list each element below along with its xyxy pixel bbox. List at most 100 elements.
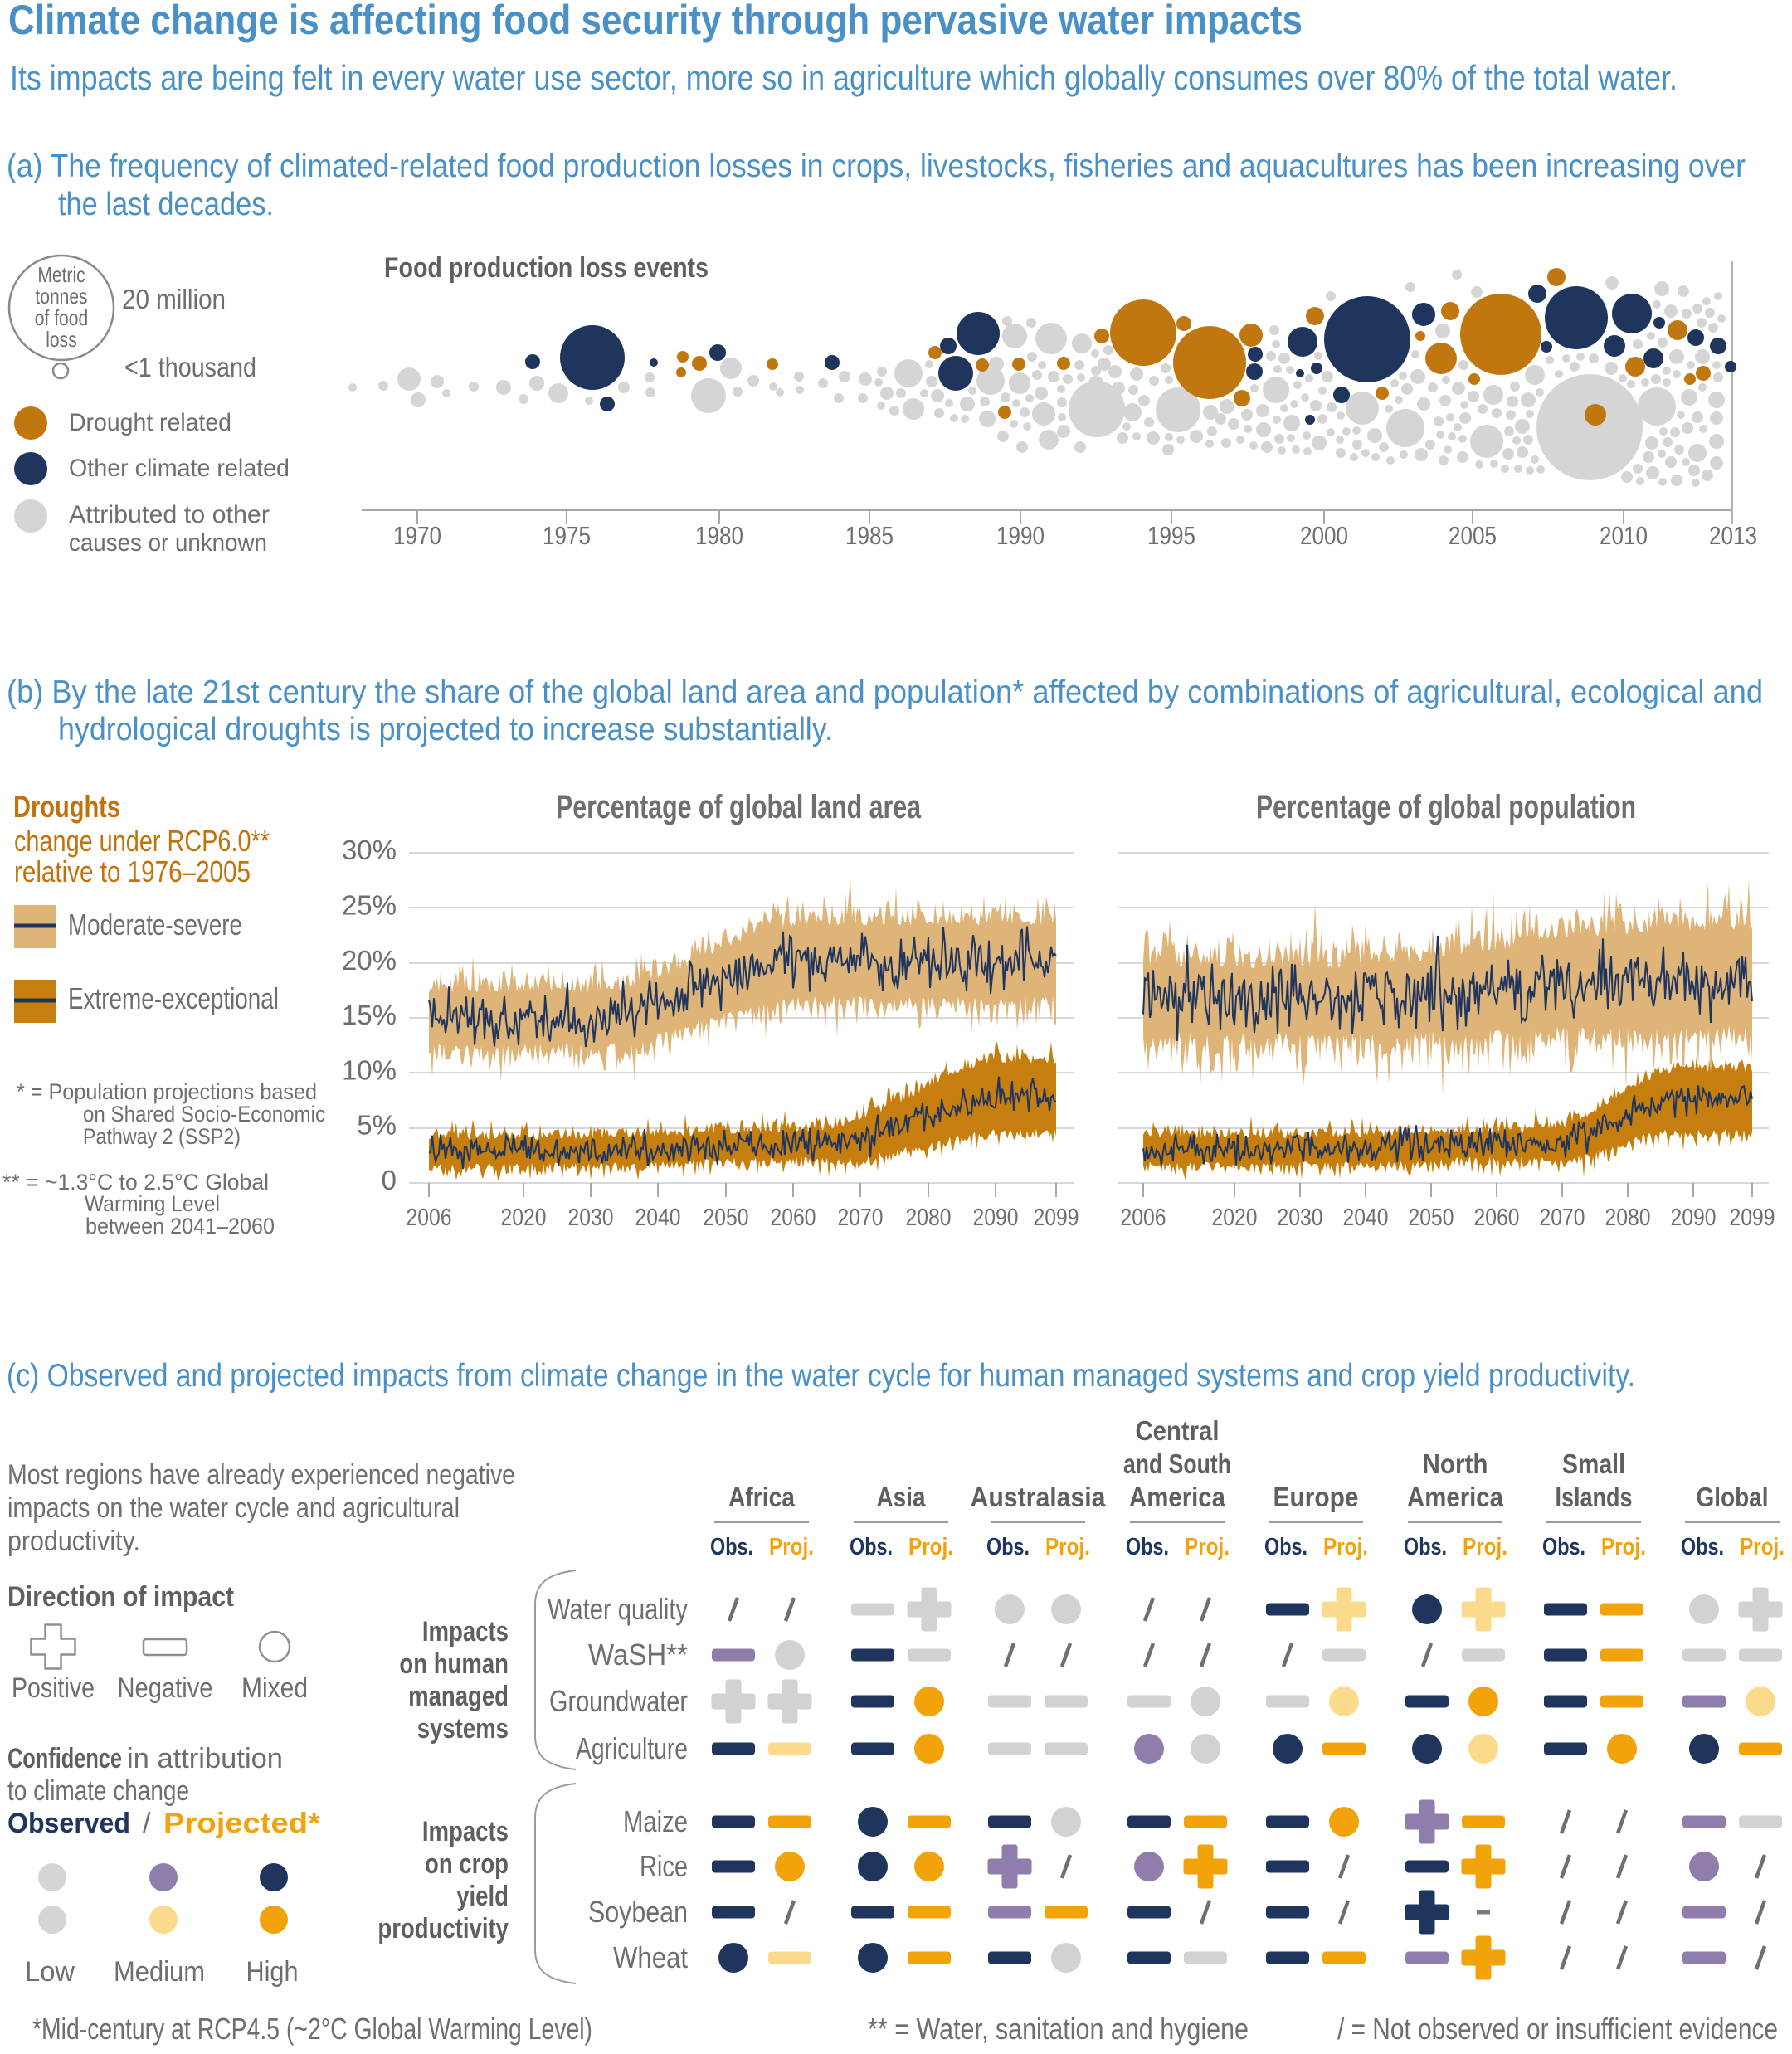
svg-text:25%: 25% [342, 890, 397, 921]
svg-text:Obs.: Obs. [710, 1534, 753, 1560]
svg-text:Maize: Maize [623, 1804, 688, 1838]
svg-text:Proj.: Proj. [1185, 1534, 1230, 1560]
svg-text:Small: Small [1562, 1448, 1625, 1479]
svg-text:2060: 2060 [771, 1205, 816, 1231]
svg-text:1995: 1995 [1147, 521, 1195, 550]
svg-text:2099: 2099 [1730, 1205, 1775, 1231]
svg-text:Europe: Europe [1273, 1482, 1359, 1512]
svg-text:loss: loss [46, 327, 77, 352]
svg-text:/ = Not observed or insufficie: / = Not observed or insufficient evidenc… [1337, 2012, 1778, 2046]
svg-text:America: America [1407, 1482, 1504, 1512]
svg-text:Direction of impact: Direction of impact [7, 1581, 234, 1613]
svg-text:Obs.: Obs. [1404, 1534, 1447, 1560]
svg-text:Projected*: Projected* [163, 1808, 321, 1839]
svg-text:change under RCP6.0**: change under RCP6.0** [14, 824, 270, 858]
svg-text:/: / [143, 1808, 151, 1839]
svg-text:Droughts: Droughts [13, 790, 120, 824]
svg-text:** = ~1.3°C to 2.5°C Global: ** = ~1.3°C to 2.5°C Global [2, 1170, 269, 1195]
svg-text:Most regions have already expe: Most regions have already experienced ne… [7, 1459, 515, 1491]
svg-text:2006: 2006 [1121, 1205, 1166, 1231]
svg-text:2020: 2020 [1212, 1205, 1258, 1231]
svg-text:Water quality: Water quality [548, 1592, 688, 1626]
svg-text:impacts on the water cycle and: impacts on the water cycle and agricultu… [7, 1492, 460, 1524]
svg-text:Australasia: Australasia [971, 1482, 1107, 1512]
svg-text:1990: 1990 [996, 521, 1045, 550]
svg-text:America: America [1129, 1482, 1226, 1512]
svg-text:Positive: Positive [12, 1672, 95, 1704]
svg-text:Proj.: Proj. [1601, 1534, 1646, 1560]
svg-text:15%: 15% [342, 1000, 397, 1030]
svg-text:*Mid-century at RCP4.5 (~2°C G: *Mid-century at RCP4.5 (~2°C Global Warm… [32, 2012, 592, 2046]
svg-text:Islands: Islands [1556, 1482, 1633, 1512]
svg-text:Proj.: Proj. [1323, 1534, 1368, 1560]
svg-text:1970: 1970 [393, 521, 441, 550]
svg-text:Rice: Rice [640, 1849, 688, 1883]
svg-text:Drought related: Drought related [69, 409, 231, 436]
svg-text:2099: 2099 [1034, 1205, 1079, 1231]
svg-text:2070: 2070 [1540, 1205, 1585, 1231]
svg-text:relative to 1976–2005: relative to 1976–2005 [14, 854, 251, 888]
svg-text:2070: 2070 [838, 1205, 884, 1231]
svg-text:Soybean: Soybean [588, 1895, 688, 1929]
svg-text:2005: 2005 [1449, 521, 1497, 550]
svg-text:the last decades.: the last decades. [58, 187, 274, 222]
svg-text:2090: 2090 [973, 1205, 1019, 1231]
svg-text:on Shared Socio-Economic: on Shared Socio-Economic [83, 1102, 325, 1127]
svg-text:yield: yield [456, 1881, 509, 1912]
svg-text:Groundwater: Groundwater [549, 1684, 688, 1718]
svg-text:Climate change is affecting fo: Climate change is affecting food securit… [8, 0, 1303, 43]
svg-text:2010: 2010 [1600, 521, 1648, 550]
svg-text:Proj.: Proj. [1740, 1534, 1785, 1560]
svg-text:Pathway 2 (SSP2): Pathway 2 (SSP2) [83, 1124, 241, 1149]
svg-text:Other climate related: Other climate related [69, 455, 290, 482]
svg-text:on crop: on crop [425, 1848, 509, 1880]
svg-text:2000: 2000 [1300, 521, 1348, 550]
svg-text:2013: 2013 [1709, 521, 1757, 550]
svg-text:2080: 2080 [1605, 1205, 1651, 1231]
svg-text:Impacts: Impacts [422, 1816, 509, 1847]
svg-text:2050: 2050 [1409, 1205, 1454, 1231]
svg-text:2030: 2030 [568, 1205, 614, 1231]
svg-text:Obs.: Obs. [1542, 1534, 1585, 1560]
svg-text:2060: 2060 [1474, 1205, 1520, 1231]
svg-text:to climate change: to climate change [7, 1775, 189, 1807]
svg-text:5%: 5% [357, 1110, 397, 1141]
svg-text:productivity.: productivity. [7, 1526, 140, 1557]
svg-text:Percentage of global populatio: Percentage of global population [1256, 789, 1636, 825]
svg-text:2040: 2040 [1343, 1205, 1389, 1231]
svg-text:systems: systems [417, 1713, 509, 1745]
svg-text:Low: Low [25, 1956, 75, 1988]
svg-text:between 2041–2060: between 2041–2060 [85, 1214, 275, 1239]
svg-text:(a) The frequency of climated-: (a) The frequency of climated-related fo… [7, 148, 1746, 184]
svg-text:Medium: Medium [114, 1956, 205, 1988]
svg-text:Its impacts are being felt in: Its impacts are being felt in every wate… [10, 58, 1678, 97]
svg-text:tonnes: tonnes [35, 284, 87, 309]
svg-text:Wheat: Wheat [613, 1940, 688, 1974]
svg-text:Proj.: Proj. [1463, 1534, 1507, 1560]
svg-text:Warming Level: Warming Level [85, 1191, 220, 1216]
svg-text:and South: and South [1123, 1448, 1231, 1479]
svg-text:30%: 30% [342, 835, 397, 865]
svg-text:2040: 2040 [635, 1205, 681, 1231]
svg-text:Attributed to other: Attributed to other [69, 501, 270, 528]
svg-text:High: High [246, 1956, 299, 1988]
svg-text:Percentage of global land area: Percentage of global land area [556, 789, 922, 825]
svg-text:Agriculture: Agriculture [576, 1731, 688, 1765]
svg-text:20%: 20% [342, 945, 397, 976]
svg-text:WaSH**: WaSH** [588, 1638, 688, 1672]
svg-text:productivity: productivity [377, 1913, 509, 1944]
svg-text:Obs.: Obs. [986, 1534, 1030, 1560]
svg-text:Asia: Asia [877, 1482, 927, 1512]
svg-text:Moderate-severe: Moderate-severe [68, 908, 242, 942]
svg-text:Proj.: Proj. [908, 1534, 953, 1560]
svg-text:Global: Global [1697, 1482, 1769, 1512]
svg-text:2020: 2020 [501, 1205, 547, 1231]
svg-text:causes or unknown: causes or unknown [69, 529, 267, 557]
svg-text:20 million: 20 million [122, 284, 226, 314]
svg-text:Observed: Observed [7, 1808, 130, 1839]
svg-text:Metric: Metric [37, 262, 85, 287]
svg-text:of food: of food [35, 305, 88, 330]
svg-text:2090: 2090 [1671, 1205, 1717, 1231]
svg-text:2050: 2050 [704, 1205, 749, 1231]
svg-text:Extreme-exceptional: Extreme-exceptional [68, 981, 279, 1015]
